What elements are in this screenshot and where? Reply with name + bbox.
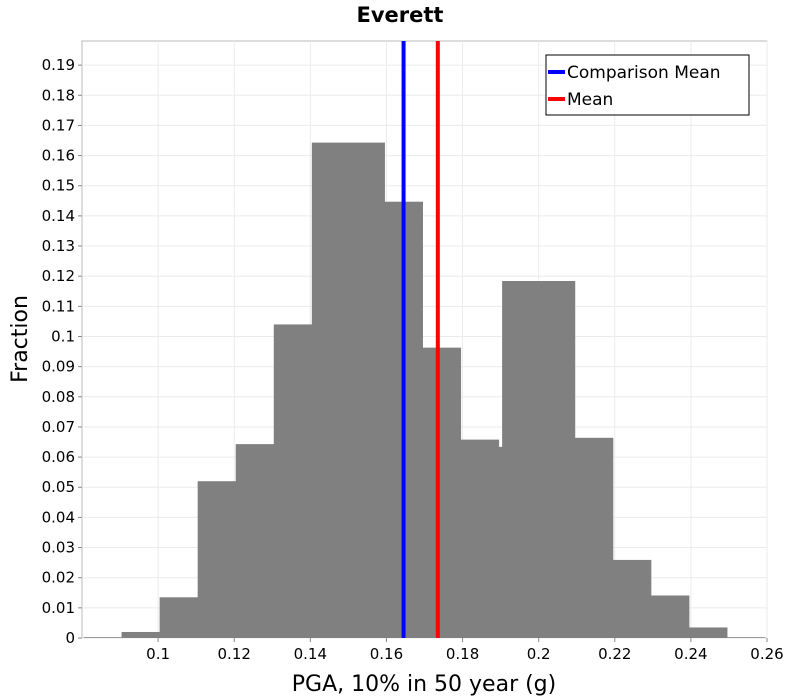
y-tick-label: 0.07 xyxy=(42,418,75,436)
y-tick-label: 0.18 xyxy=(42,86,75,104)
y-tick-label: 0.08 xyxy=(42,388,75,406)
x-tick-label: 0.1 xyxy=(146,645,170,663)
legend-label-mean: Mean xyxy=(567,90,613,110)
y-tick-label: 0 xyxy=(65,629,75,647)
y-tick-label: 0.1 xyxy=(51,327,75,345)
y-tick-label: 0.13 xyxy=(42,237,75,255)
legend-box xyxy=(545,54,750,116)
x-tick-label: 0.24 xyxy=(674,645,707,663)
histogram-bar xyxy=(654,627,728,638)
y-tick-label: 0.04 xyxy=(42,508,75,526)
x-axis-ticks: 0.1 0.12 0.14 0.16 0.18 0.2 0.22 0.24 0.26 xyxy=(146,638,784,663)
y-tick-label: 0.12 xyxy=(42,267,75,285)
x-tick-label: 0.12 xyxy=(218,645,251,663)
x-tick-label: 0.22 xyxy=(598,645,631,663)
x-tick-label: 0.14 xyxy=(294,645,327,663)
histogram-bars xyxy=(83,142,766,639)
y-tick-label: 0.03 xyxy=(42,539,75,557)
x-tick-label: 0.16 xyxy=(370,645,403,663)
y-tick-label: 0.01 xyxy=(42,599,75,617)
y-tick-label: 0.17 xyxy=(42,116,75,134)
y-tick-label: 0.11 xyxy=(42,297,75,315)
y-tick-label: 0.19 xyxy=(42,56,75,74)
histogram-bar xyxy=(692,637,766,638)
mean-lines xyxy=(401,41,440,638)
y-tick-label: 0.15 xyxy=(42,177,75,195)
legend-label-comparison-mean: Comparison Mean xyxy=(567,63,721,83)
x-axis-label: PGA, 10% in 50 year (g) xyxy=(292,672,556,697)
y-tick-label: 0.09 xyxy=(42,358,75,376)
x-tick-label: 0.18 xyxy=(446,645,479,663)
y-axis-ticks: 0 0.01 0.02 0.03 0.04 0.05 0.06 0.07 0.08 0.09 0.1… xyxy=(42,56,82,647)
x-tick-label: 0.26 xyxy=(750,645,783,663)
y-tick-label: 0.14 xyxy=(42,207,75,225)
y-tick-label: 0.16 xyxy=(42,147,75,165)
y-tick-label: 0.05 xyxy=(42,478,75,496)
x-tick-label: 0.2 xyxy=(527,645,551,663)
histogram-bar xyxy=(121,631,195,638)
y-axis-label: Fraction xyxy=(8,295,33,383)
y-tick-label: 0.02 xyxy=(42,569,75,587)
histogram-bar xyxy=(83,637,157,638)
chart-title: Everett xyxy=(357,3,444,27)
y-tick-label: 0.06 xyxy=(42,448,75,466)
legend: Comparison Mean Mean xyxy=(545,54,750,116)
